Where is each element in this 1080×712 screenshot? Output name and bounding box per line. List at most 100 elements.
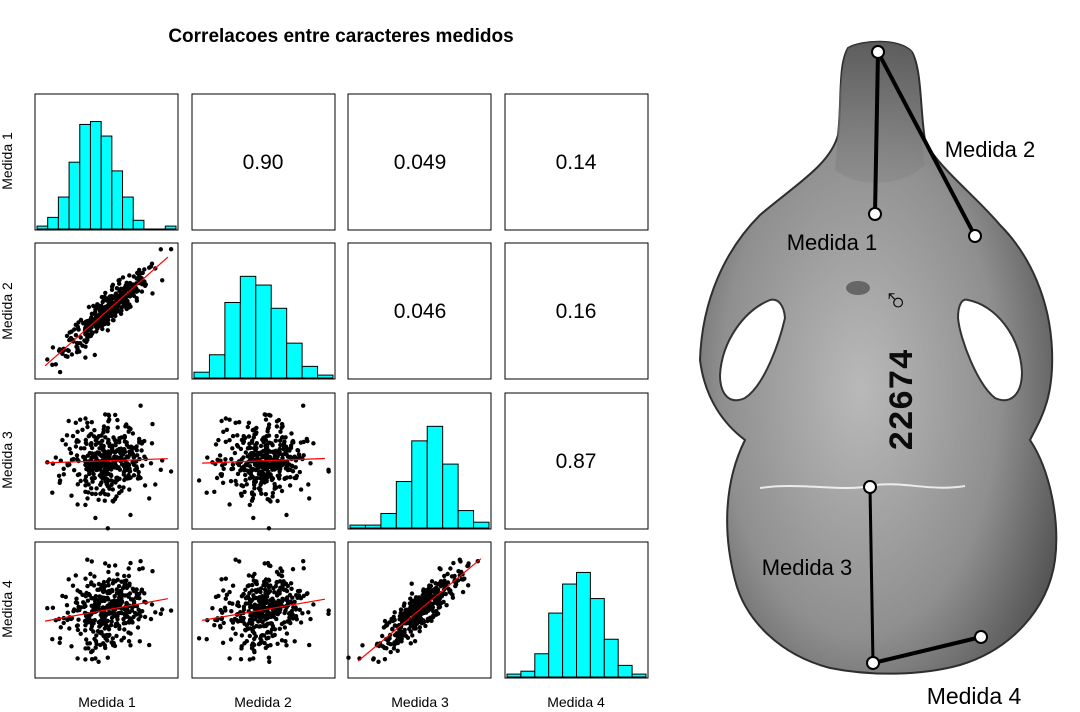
scatter-point <box>286 462 292 467</box>
scatter-point <box>346 655 351 660</box>
orbit-left <box>718 298 787 402</box>
scatter-point <box>244 639 249 644</box>
scatter-point <box>254 614 259 619</box>
histogram-bar-m4 <box>617 664 633 678</box>
scatter-point <box>301 439 306 445</box>
scatter-point <box>109 473 114 478</box>
scatter-point <box>235 619 241 624</box>
scatter-point <box>89 649 94 655</box>
scatter-point <box>148 461 154 466</box>
scatter-point <box>264 444 270 450</box>
scatter-point <box>108 313 113 318</box>
scatter-point <box>56 473 62 478</box>
scatter-point <box>260 633 265 638</box>
scatter-point <box>443 591 448 597</box>
scatter-point <box>261 603 266 608</box>
scatter-point <box>216 593 221 599</box>
scatter-point <box>280 455 285 461</box>
scatter-point <box>119 435 124 440</box>
scatter-point <box>275 498 280 504</box>
scatter-point <box>284 512 289 518</box>
scatter-point <box>262 623 267 629</box>
scatter-point <box>109 467 114 472</box>
histogram-bar-m3 <box>442 463 459 529</box>
scatter-point <box>306 610 311 615</box>
scatter-point <box>85 598 91 603</box>
scatter-point <box>429 579 435 584</box>
scatter-point <box>232 450 238 456</box>
column-label-1: Medida 1 <box>78 694 136 710</box>
panel-1-4 <box>504 93 649 231</box>
scatter-point <box>230 446 235 451</box>
scatter-point <box>252 649 257 655</box>
scatter-point <box>274 424 280 429</box>
scatter-point <box>272 484 278 489</box>
scatter-point <box>158 247 163 252</box>
scatter-point <box>230 462 236 467</box>
scatter-point <box>85 641 90 646</box>
scatter-point <box>251 515 256 521</box>
scatter-point <box>113 579 118 584</box>
scatter-point <box>277 591 282 596</box>
scatter-point <box>262 435 267 440</box>
histogram-bar-m2 <box>255 284 272 379</box>
scatter-point <box>222 605 228 610</box>
histogram-bar-m4 <box>506 673 522 678</box>
scatter-point <box>433 581 438 586</box>
scatter-point <box>252 642 257 648</box>
scatter-point <box>127 469 133 474</box>
scatter-point <box>89 657 95 662</box>
scatter-point <box>326 611 331 616</box>
scatter-point <box>245 594 251 599</box>
scatter-point <box>93 438 99 443</box>
scatter-point <box>136 617 141 622</box>
scatter-point <box>256 605 261 610</box>
scatter-point <box>432 589 438 594</box>
scatter-point <box>251 593 256 598</box>
scatter-point <box>205 455 210 460</box>
scatter-point <box>74 341 80 346</box>
scatter-point <box>102 452 107 457</box>
scatter-point <box>75 656 80 661</box>
scatter-point <box>127 273 132 278</box>
scatter-point <box>227 438 232 443</box>
scatter-point <box>391 614 396 620</box>
scatter-point <box>65 348 71 353</box>
scatter-point <box>118 311 124 316</box>
scatter-point <box>423 610 429 615</box>
scatter-point <box>288 599 293 604</box>
scatter-point <box>92 574 97 579</box>
scatter-point <box>57 640 62 645</box>
scatter-point <box>74 350 80 355</box>
scatter-point <box>280 424 285 429</box>
scatter-point <box>264 464 269 470</box>
scatter-point <box>266 526 272 531</box>
scatter-point <box>243 628 248 633</box>
scatter-point <box>69 457 75 462</box>
scatter-point <box>115 425 120 430</box>
scatter-point <box>305 438 310 444</box>
scatter-point <box>408 641 413 646</box>
scatter-point <box>300 611 305 616</box>
scatter-point <box>72 327 77 332</box>
scatter-point <box>263 412 268 417</box>
scatter-point <box>110 282 116 287</box>
scatter-point <box>412 639 418 644</box>
scatter-point <box>243 472 248 478</box>
scatter-point <box>121 472 127 477</box>
scatter-point <box>127 487 132 492</box>
scatter-point <box>279 569 285 574</box>
scatter-point <box>87 471 92 477</box>
scatter-point <box>78 417 83 422</box>
smoother-line <box>357 558 482 662</box>
scatter-point <box>264 479 269 484</box>
scatter-point <box>451 560 456 566</box>
smoother-line <box>44 598 169 622</box>
scatter-point <box>50 362 55 367</box>
scatter-point <box>105 464 111 470</box>
scatter-point <box>227 600 232 606</box>
scatter-point <box>82 446 87 451</box>
scatter-point <box>297 607 302 612</box>
scatter-point <box>122 593 128 598</box>
scatter-point <box>89 420 95 425</box>
